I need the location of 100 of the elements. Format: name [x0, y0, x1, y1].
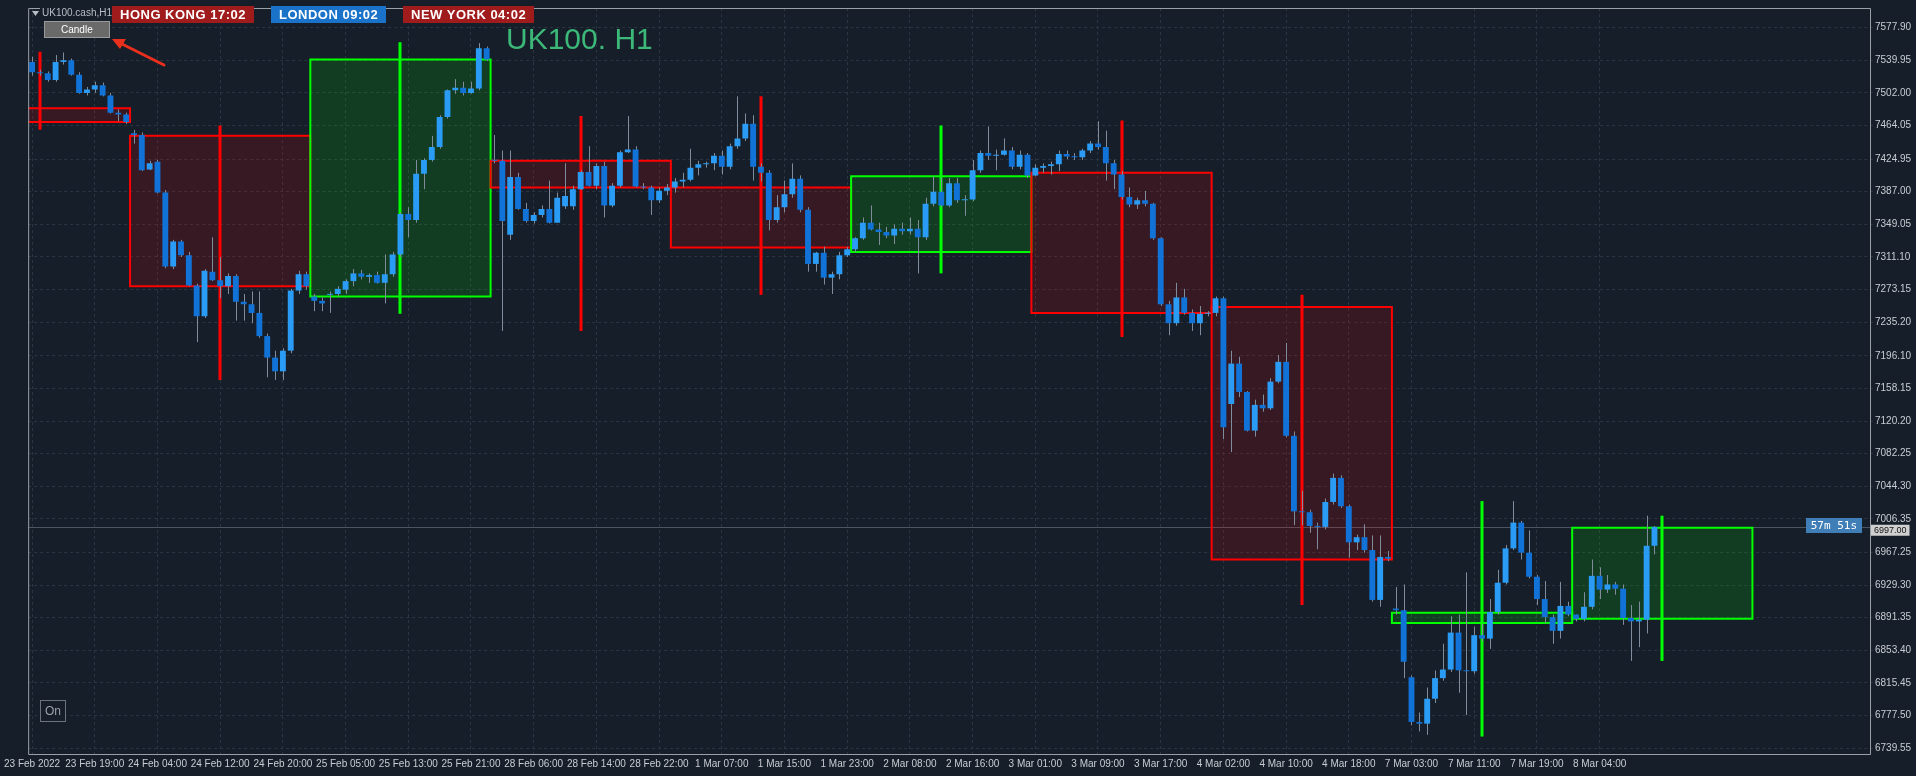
x-tick-label: 28 Feb 14:00: [566, 757, 627, 769]
x-tick-label: 24 Feb 04:00: [128, 757, 188, 769]
y-tick-label: 6967.25: [1875, 546, 1912, 558]
candlestick: [914, 219, 921, 274]
candlestick: [687, 148, 694, 182]
candlestick: [52, 54, 59, 83]
candlestick: [546, 180, 553, 225]
text: UK100. H1: [506, 22, 653, 56]
y-tick-label: 7044.30: [1875, 479, 1912, 491]
x-tick-label: 2 Mar 16:00: [945, 757, 1000, 769]
y-tick-label: 6853.40: [1875, 644, 1912, 656]
x-tick-label: 28 Feb 22:00: [629, 757, 689, 769]
candlestick: [609, 182, 615, 208]
candlestick: [1533, 574, 1540, 606]
x-tick-label: 3 Mar 01:00: [1008, 757, 1063, 769]
clock-badge: NEW YORK 04:02: [403, 6, 535, 23]
candlestick: [985, 125, 992, 161]
y-tick-label: 6891.35: [1875, 611, 1912, 623]
candlestick: [1432, 669, 1438, 704]
candlestick: [859, 217, 866, 241]
y-tick-label: 6815.45: [1875, 676, 1912, 688]
candlestick: [1126, 186, 1133, 208]
x-tick-label: 7 Mar 19:00: [1510, 757, 1565, 769]
x-tick-label: 1 Mar 07:00: [695, 757, 749, 769]
clock-badge: LONDON 09:02: [271, 6, 387, 23]
candlestick: [562, 162, 568, 210]
candlestick: [209, 236, 216, 282]
ref-line-label: 6997.00: [1874, 524, 1907, 535]
x-tick-label: 7 Mar 03:00: [1384, 757, 1439, 769]
x-tick-label: 3 Mar 17:00: [1134, 757, 1188, 769]
candlestick: [891, 223, 898, 245]
candlestick: [326, 290, 333, 314]
candlestick: [76, 71, 83, 95]
candlestick: [1055, 149, 1062, 172]
candlestick: [1275, 354, 1282, 384]
x-tick-label: 3 Mar 09:00: [1071, 757, 1126, 769]
candlestick: [1580, 591, 1587, 622]
candlestick: [1196, 305, 1203, 336]
candlestick: [961, 194, 968, 217]
candlestick: [1628, 604, 1634, 662]
candlestick: [217, 256, 224, 299]
candlestick: [1604, 574, 1611, 594]
candlestick: [773, 194, 780, 224]
x-tick-label: 7 Mar 11:00: [1447, 757, 1501, 769]
candlestick: [522, 202, 529, 224]
candlestick: [1541, 580, 1548, 624]
candlestick: [836, 251, 843, 280]
candlestick: [1306, 509, 1313, 534]
candlestick: [648, 185, 655, 216]
x-tick-label: 4 Mar 18:00: [1322, 757, 1376, 769]
button: On: [40, 700, 66, 722]
candlestick: [569, 185, 576, 211]
candlestick: [1008, 146, 1015, 170]
candlestick: [718, 149, 725, 176]
candlestick: [1095, 120, 1101, 151]
candlestick: [1110, 159, 1117, 190]
x-tick-label: 25 Feb 13:00: [378, 757, 439, 769]
y-tick-label: 7082.25: [1875, 447, 1912, 459]
candlestick: [593, 162, 600, 190]
candlestick: [938, 177, 945, 208]
x-tick-label: 24 Feb 12:00: [190, 757, 251, 769]
candlestick: [742, 113, 749, 142]
candlestick: [930, 175, 937, 207]
x-tick-label: 24 Feb 20:00: [253, 757, 313, 769]
y-tick-label: 7387.00: [1875, 185, 1912, 197]
candlestick: [1181, 288, 1188, 316]
candlestick: [381, 253, 388, 304]
candlestick: [389, 251, 396, 278]
y-tick-label: 6777.50: [1875, 709, 1912, 721]
y-tick-label: 7311.10: [1875, 250, 1911, 262]
candlestick: [303, 271, 310, 291]
candlestick: [577, 169, 584, 191]
x-tick-label: 23 Feb 19:00: [65, 757, 125, 769]
candlestick: [264, 333, 271, 378]
candlestick: [1416, 711, 1423, 732]
x-tick-label: 8 Mar 04:00: [1572, 757, 1627, 769]
candlestick: [1596, 566, 1603, 600]
y-tick-label: 7006.35: [1875, 512, 1912, 524]
candlestick: [279, 347, 286, 381]
y-tick-label: 7196.10: [1875, 349, 1912, 361]
x-tick-label: 2 Mar 08:00: [883, 757, 938, 769]
y-tick-label: 7464.05: [1875, 119, 1912, 131]
candlestick: [789, 162, 796, 199]
candlestick: [1439, 643, 1446, 682]
candlestick: [946, 177, 953, 208]
y-tick-label: 7120.20: [1875, 414, 1912, 426]
y-tick-label: 7235.20: [1875, 315, 1912, 327]
y-tick-label: 6929.30: [1875, 578, 1912, 590]
x-tick-label: 4 Mar 10:00: [1259, 757, 1314, 769]
x-tick-label: 25 Feb 05:00: [316, 757, 376, 769]
x-tick-label: 23 Feb 2022: [3, 757, 61, 769]
candlestick: [1549, 614, 1556, 645]
x-tick-label: 1 Mar 23:00: [820, 757, 875, 769]
candlestick: [272, 350, 278, 381]
button: Candle: [44, 21, 110, 38]
candlestick: [1463, 571, 1470, 716]
x-tick-label: 25 Feb 21:00: [441, 757, 501, 769]
y-tick-label: 7273.15: [1875, 283, 1912, 295]
candlestick: [405, 206, 412, 238]
timer-badge: 57m 51s: [1805, 517, 1862, 533]
